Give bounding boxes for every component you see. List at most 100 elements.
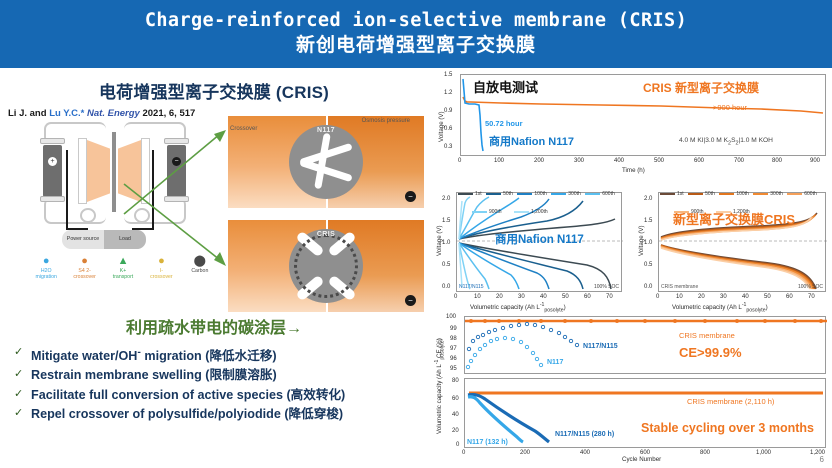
- series-n117n115: [467, 393, 550, 444]
- x-tick: 40: [540, 294, 547, 300]
- y-tick: 0.5: [644, 262, 653, 268]
- tank-right-cap-top: [164, 138, 189, 144]
- x-tick: 900: [810, 158, 821, 164]
- flow-cell-schematic: + − P: [14, 114, 214, 294]
- legend-label-sub: Carbon: [191, 268, 209, 274]
- y-tick: 95: [450, 366, 457, 372]
- y-tick: 1.0: [442, 240, 451, 246]
- bullet-text: Facilitate full conversion of active spe…: [31, 388, 345, 404]
- legend-entry: 100th: [719, 191, 749, 197]
- x-tick: 800: [700, 450, 711, 456]
- y-tick: 2.0: [442, 196, 451, 202]
- legend-label-main: S4 2-: [78, 268, 91, 274]
- x-tick: 30: [518, 294, 525, 300]
- check-icon: ✓: [14, 368, 24, 381]
- legend-swatch: [517, 192, 533, 195]
- membrane-name-label: CRIS: [316, 231, 336, 238]
- annotation-stable-cycling: Stable cycling over 3 months: [641, 421, 814, 435]
- pipe-right-bottom: [124, 198, 186, 224]
- x-tick: 60: [786, 294, 793, 300]
- legend-entry: 1,200th: [715, 209, 750, 215]
- chart-title-cn: 新型离子交换膜CRIS: [673, 212, 796, 227]
- legend-entry: 600th: [585, 191, 615, 197]
- green-heading: 利用疏水带电的碳涂层→: [125, 320, 302, 337]
- water-molecule-icon: ●: [42, 255, 50, 268]
- check-icon: ✓: [14, 406, 24, 419]
- series-n117n115-points: [466, 321, 580, 352]
- iodide-ion-icon: ●: [158, 255, 165, 268]
- corner-label-left: N117/N115: [459, 284, 484, 290]
- legend-entry: 1st: [458, 191, 482, 197]
- legend-swatch: [458, 192, 473, 195]
- y-tick: 1.5: [442, 218, 451, 224]
- corner-label-left: CRIS membrane: [661, 284, 699, 290]
- list-item: ✓ Facilitate full conversion of active s…: [14, 388, 428, 404]
- chart-cycling-performance: CE (%) 100 99 98 97 96 95: [432, 314, 832, 463]
- x-tick: 800: [772, 158, 783, 164]
- y-tick: 1.5: [444, 72, 453, 78]
- annotation-nafion: 商用Nafion N117: [489, 136, 574, 148]
- membrane-divider: [112, 132, 116, 212]
- x-tick: 50: [562, 294, 569, 300]
- membrane-name-label: N117: [317, 127, 335, 134]
- x-tick: 300: [574, 158, 585, 164]
- legend-entry: 300th: [753, 191, 783, 197]
- annotation-n117n115-hours: N117/N115 (280 h): [555, 431, 615, 438]
- osmosis-pressure-tag: Osmosis pressure: [361, 118, 410, 124]
- x-axis-label: Volumetric capacity (Ah L-1posolyte): [672, 302, 768, 314]
- bullet-sup: -: [137, 346, 141, 358]
- x-tick: 20: [496, 294, 503, 300]
- legend-swatch: [472, 210, 487, 213]
- load-label: Load: [104, 230, 146, 249]
- power-source-label: Power source: [66, 235, 100, 242]
- legend-label-main: H2O: [40, 268, 52, 274]
- title-chinese: 新创电荷增强型离子交换膜: [295, 34, 536, 56]
- y-tick: 0.3: [444, 144, 453, 150]
- x-tick: 30: [720, 294, 727, 300]
- check-icon: ✓: [14, 387, 24, 400]
- list-item: ✓ Repel crossover of polysulfide/polyiod…: [14, 407, 428, 423]
- pipe-left-bottom: [44, 198, 106, 224]
- pump-right: [134, 208, 150, 223]
- electrode-right: [141, 138, 150, 204]
- legend-entry: 50th: [486, 191, 513, 197]
- legend-swatch: [787, 192, 803, 195]
- legend-entry: 1,200th: [513, 209, 548, 215]
- x-tick: 0: [656, 294, 660, 300]
- carbon-coating-ring: [294, 234, 358, 298]
- x-tick: 400: [580, 450, 591, 456]
- left-panel-heading: 电荷增强型离子交换膜 (CRIS): [98, 83, 330, 102]
- title-english: Charge-reinforced ion-selective membrane…: [144, 10, 688, 32]
- bullet-en: Restrain membrane swelling: [31, 368, 202, 383]
- x-tick: 20: [698, 294, 705, 300]
- membrane-illustration-cris: CRIS −: [228, 220, 424, 312]
- legend-entry: 100th: [517, 191, 547, 197]
- corner-label-right: 100% SOC: [593, 284, 619, 290]
- membrane-illustration-n117: N117 Crossover Osmosis pressure −: [228, 116, 424, 208]
- x-tick: 200: [534, 158, 545, 164]
- legend-entry: 900th: [472, 209, 502, 215]
- membrane-zoom-disc: [289, 229, 363, 303]
- bullet-en: Facilitate full conversion of active spe…: [31, 387, 283, 402]
- legend-label-sub: crossover: [150, 273, 173, 280]
- y-tick: 97: [450, 346, 457, 352]
- x-tick: 100: [494, 158, 505, 164]
- x-tick: 400: [614, 158, 625, 164]
- chart-legend: 1st 50th 100th 300th 600th 900th 1,200th: [458, 182, 626, 218]
- power-source-load-box: Power source Load: [62, 230, 146, 249]
- x-axis-label: Time (h): [622, 167, 645, 174]
- y-tick: 1.0: [644, 240, 653, 246]
- y-tick: 100: [446, 314, 457, 320]
- pore-channel: [299, 158, 353, 183]
- left-panel: 电荷增强型离子交换膜 (CRIS) Li J. and Lu Y.C.* Nat…: [0, 68, 428, 468]
- pump-left: [80, 208, 96, 223]
- y-tick: 1.2: [444, 90, 453, 96]
- legend-entry: 1st: [660, 191, 684, 197]
- series-cris: [462, 96, 824, 114]
- bullet-text: Mitigate water/OH- migration (降低水迁移): [31, 346, 277, 365]
- slide-number: 6: [819, 455, 824, 464]
- bullet-text: Restrain membrane swelling (限制膜溶胀): [31, 368, 277, 384]
- series-nafion: [462, 78, 484, 152]
- negative-charge-icon: −: [405, 191, 416, 202]
- chart-voltage-profile-n117: Voltage (V) 2.0 1.5 1.0 0.5 0.0: [432, 182, 628, 313]
